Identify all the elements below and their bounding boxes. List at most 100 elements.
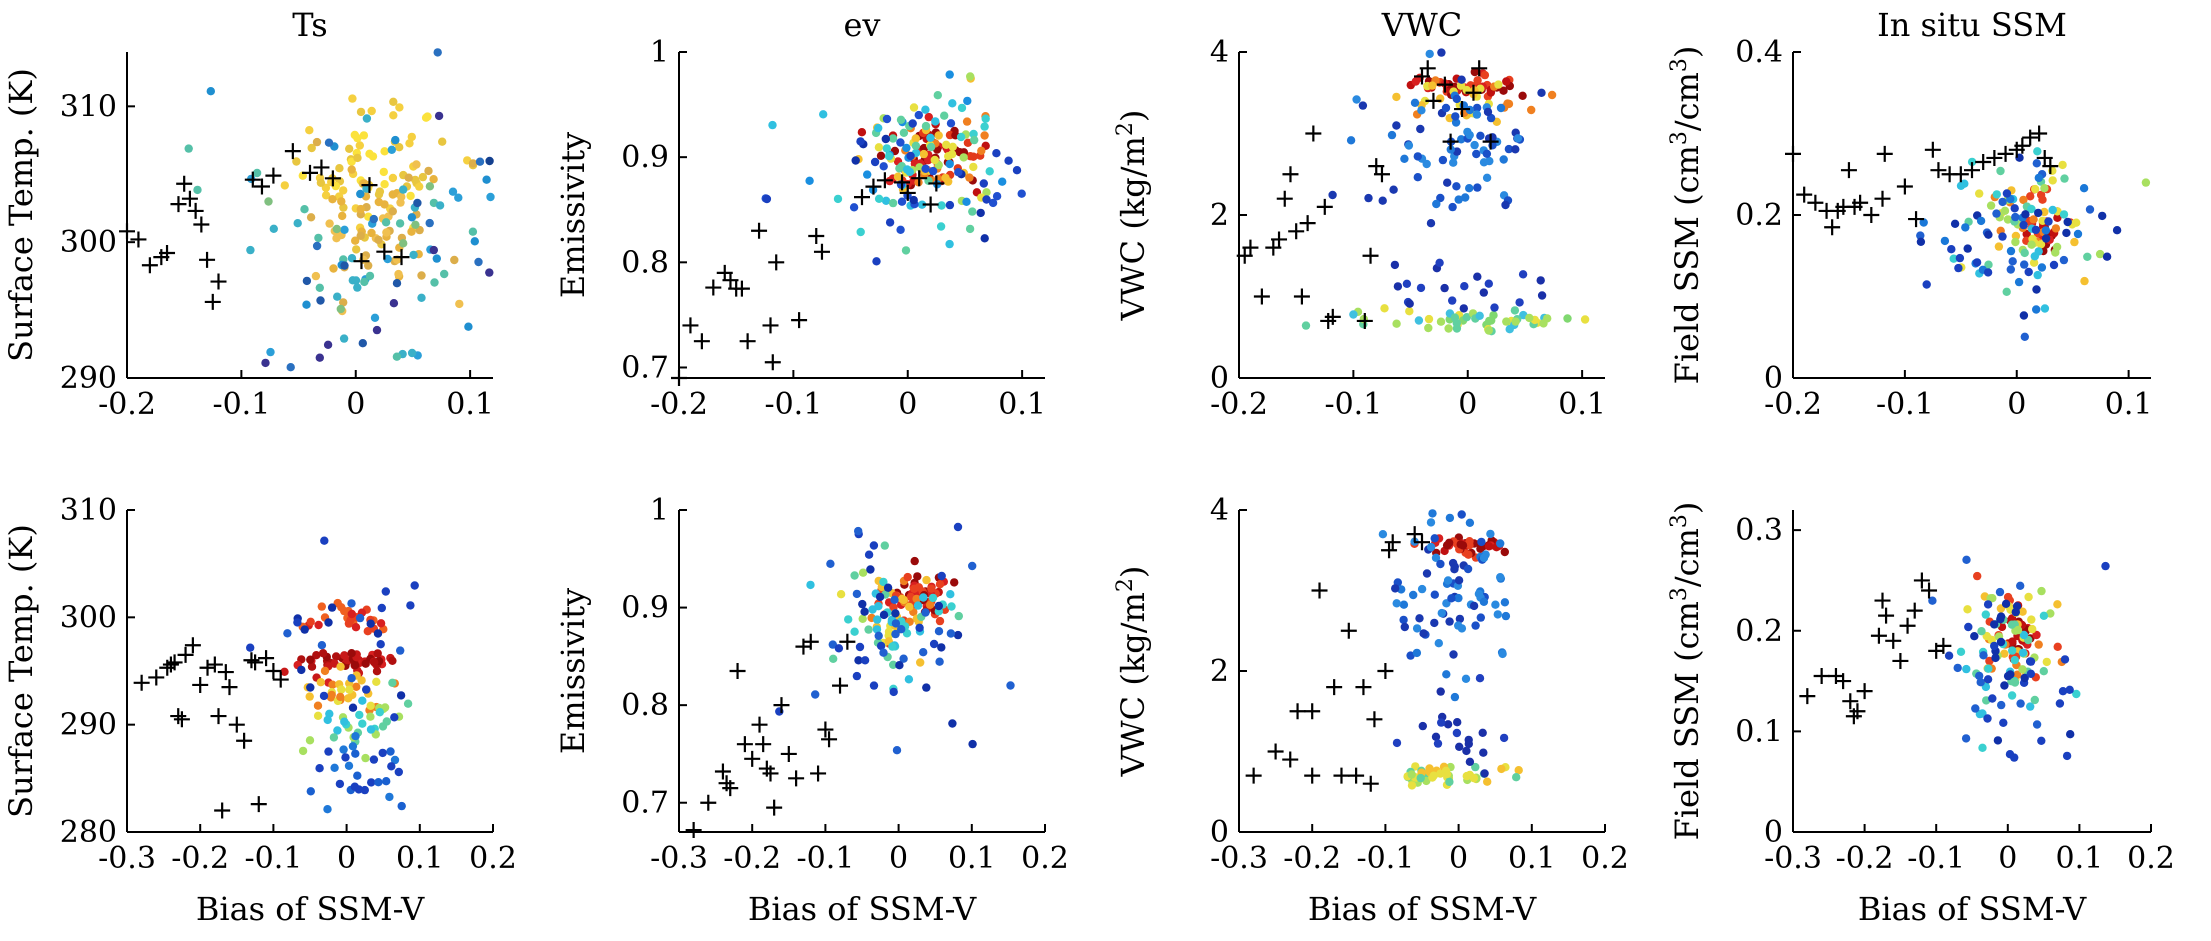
data-points [775,522,1015,755]
data-point [899,654,908,663]
cross-marker [1304,703,1321,720]
data-point [340,261,349,270]
data-point [375,187,385,196]
data-point [2001,599,2011,608]
data-point [351,623,361,632]
data-point [947,602,956,611]
cross-marker [1381,542,1398,559]
data-point [2041,226,2051,235]
data-point [1419,629,1428,638]
cross-marker [192,676,209,693]
cross-marker [817,721,834,738]
data-point [1424,323,1433,333]
data-point [1426,219,1436,228]
data-point [1956,647,1966,656]
data-point [1480,70,1490,80]
data-point [2032,305,2041,314]
data-point [193,185,202,195]
data-point [2013,625,2023,635]
data-point [363,627,372,636]
cross-marker [1878,607,1895,624]
data-point [1425,49,1434,59]
cross-marker [176,175,193,192]
data-point [356,107,366,117]
y-axis-label: Field SSM (cm3/cm3) [1667,46,1707,385]
data-point [1407,781,1417,790]
data-point [1465,518,1475,527]
data-point [2053,213,2062,222]
data-point [916,658,925,667]
data-point [864,550,874,559]
data-point [1494,80,1503,89]
data-point [1437,608,1447,618]
data-point [373,629,383,638]
data-point [286,363,295,372]
data-point [1944,651,1954,660]
cross-marker [1975,154,1992,171]
data-point [962,197,971,206]
data-point [1393,282,1403,291]
data-point [937,571,946,581]
data-point [1430,618,1439,628]
data-point [1479,553,1489,563]
cross-marker [899,184,916,201]
data-point [962,117,972,126]
data-point [430,278,439,287]
cross-marker [166,654,183,671]
data-point [1953,663,1962,673]
data-point [2026,192,2035,201]
data-point [2019,630,2029,640]
data-point [390,713,399,722]
data-point [1990,641,1999,651]
data-point [376,640,385,649]
data-point [280,181,289,190]
data-point [1452,94,1462,104]
data-point [337,197,346,206]
data-point [347,165,356,174]
data-point [852,589,862,599]
data-point [1525,313,1534,323]
data-point [373,649,382,658]
x-tick-label: 0 [337,841,356,876]
data-point [1999,718,2008,727]
data-point [392,279,402,288]
data-point [1392,92,1401,102]
data-point [922,575,931,585]
data-point [2018,648,2028,657]
data-point [293,219,302,228]
cross-marker [253,178,270,195]
data-point [366,725,376,734]
data-point [945,159,954,169]
data-point [940,111,949,120]
cross-marker [751,222,768,239]
x-axis-label: Bias of SSM-V [196,890,425,928]
data-point [351,236,360,245]
cross-marker [768,254,785,271]
cross-marker [1245,767,1262,784]
data-point [2011,212,2020,222]
data-point [407,348,417,358]
data-point [856,227,865,237]
data-point [297,665,306,675]
data-point [388,207,397,216]
data-point [356,204,365,214]
cross-marker [1311,582,1328,599]
cross-marker [1899,617,1916,634]
cross-marker [773,697,790,714]
data-point [302,276,312,286]
data-point [2065,685,2074,694]
data-point [305,126,314,135]
cross-marker [1896,178,1913,195]
x-tick-label: 0 [1998,841,2017,876]
data-point [2098,211,2107,221]
data-points [1928,555,2110,762]
data-point [953,522,963,532]
data-point [2060,174,2069,183]
data-point [1358,101,1368,110]
data-point [1461,674,1471,683]
data-point [329,733,339,742]
data-point [1414,316,1424,325]
cross-marker [1454,101,1471,118]
cross-marker [187,202,204,219]
data-point [2002,189,2012,198]
